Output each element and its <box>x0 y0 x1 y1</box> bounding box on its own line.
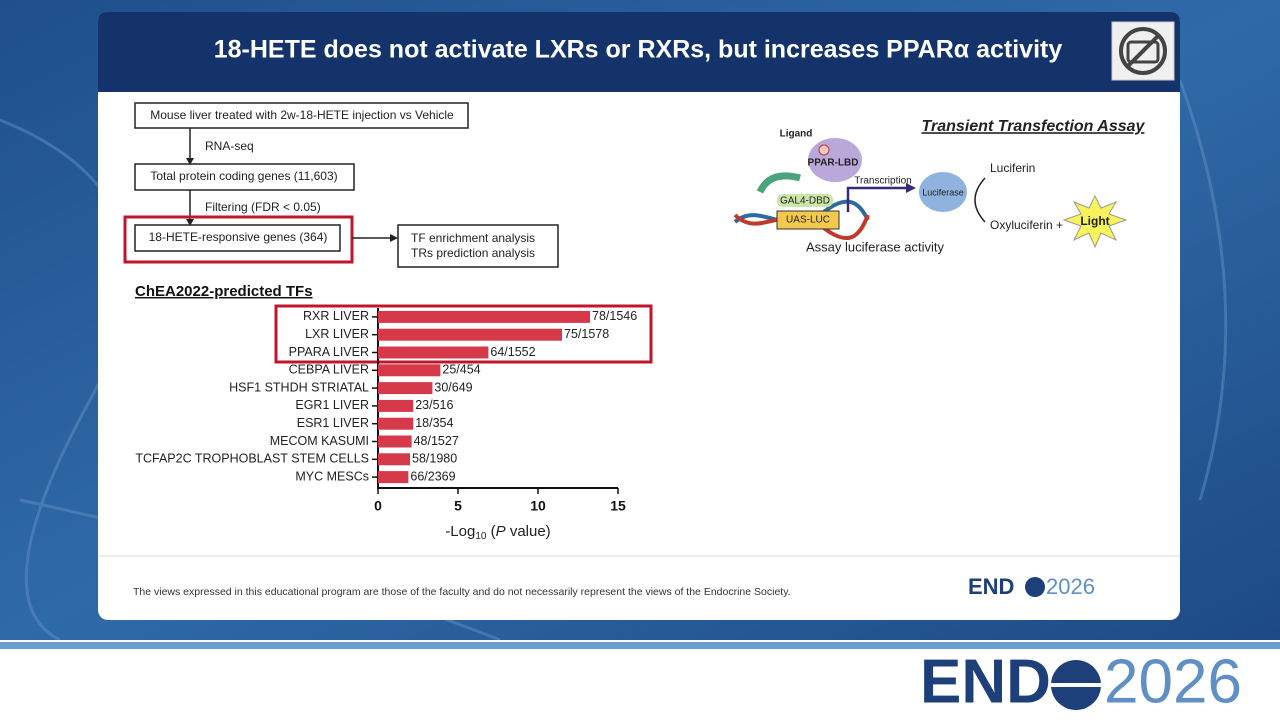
icon-slash <box>1125 33 1161 69</box>
x-label-part: value) <box>506 523 551 540</box>
overlap-label: 48/1527 <box>414 434 459 448</box>
flow-node: TF enrichment analysis <box>411 231 535 245</box>
y-tick-label: TCFAP2C TROPHOBLAST STEM CELLS <box>135 452 369 466</box>
overlap-label: 30/649 <box>434 380 472 394</box>
arrow-head <box>186 219 194 226</box>
light-burst <box>1062 194 1128 249</box>
flow-box <box>134 224 341 252</box>
bar <box>378 435 412 448</box>
y-tick-label: ESR1 LIVER <box>297 416 369 430</box>
overlap-label: 23/516 <box>415 398 453 412</box>
assay-caption: Assay luciferase activity <box>806 239 944 254</box>
bar <box>378 310 590 323</box>
overlap-label: 25/454 <box>442 363 480 377</box>
substrate-label: Luciferin <box>990 161 1035 175</box>
ligand-label: Ligand <box>780 129 813 140</box>
x-label-part: P <box>496 523 506 540</box>
disclaimer: The views expressed in this educational … <box>133 586 791 598</box>
chart-title: ChEA2022-predicted TFs <box>135 283 313 300</box>
enzyme-shape <box>919 172 967 212</box>
highlight-box <box>123 215 354 264</box>
bar <box>378 453 410 466</box>
footer-stripe <box>0 642 1280 649</box>
flow-edge-label: RNA-seq <box>205 139 254 153</box>
y-tick-label: EGR1 LIVER <box>295 398 369 412</box>
flow-node: Total protein coding genes (11,603) <box>150 169 337 183</box>
header <box>98 12 1180 92</box>
arrow-head <box>390 234 398 242</box>
highlight-box <box>274 304 653 364</box>
overlap-label: 66/2369 <box>410 469 455 483</box>
arrow-head <box>906 183 916 193</box>
y-tick-label: HSF1 STHDH STRIATAL <box>229 380 369 394</box>
bar <box>378 417 414 430</box>
dbd-shape <box>777 194 833 207</box>
overlap-label: 75/1578 <box>564 327 609 341</box>
transcription-arrow <box>846 186 908 212</box>
card <box>98 12 1180 620</box>
bar <box>378 382 433 395</box>
x-label-sub: 10 <box>475 531 487 542</box>
bar <box>378 471 409 484</box>
flow-box <box>397 224 559 268</box>
lbd-label: PPAR-LBD <box>808 158 859 169</box>
y-tick-label: LXR LIVER <box>305 327 369 341</box>
flow-node: 18-HETE-responsive genes (364) <box>149 230 328 244</box>
bar <box>378 346 489 359</box>
product-label: Oxyluciferin + <box>990 218 1063 232</box>
logo-right: 2026 <box>1046 574 1095 599</box>
icon-camera <box>1126 40 1160 64</box>
y-tick-label: CEBPA LIVER <box>289 363 369 377</box>
flow-edge-label: Filtering (FDR < 0.05) <box>205 200 321 214</box>
dbd-label: GAL4-DBD <box>780 196 830 207</box>
flow-box <box>134 163 355 191</box>
overlap-label: 64/1552 <box>490 345 535 359</box>
y-tick-label: MYC MESCs <box>295 469 369 483</box>
logo-mark <box>1025 577 1045 597</box>
flow-box <box>134 102 469 129</box>
y-tick-label: MECOM KASUMI <box>270 434 369 448</box>
x-axis-label: -Log10 (P value) <box>445 523 550 542</box>
reporter-label: UAS-LUC <box>786 215 830 226</box>
flow-node: Mouse liver treated with 2w-18-HETE inje… <box>150 108 454 122</box>
chart: 0 5 10 15 RXR LIVER 78/1546 LXR LIVER 75/1578 PP… <box>135 308 637 514</box>
overlap-label: 58/1980 <box>412 452 457 466</box>
x-tick-label: 10 <box>530 498 546 514</box>
y-tick-label: RXR LIVER <box>303 309 369 323</box>
ligand-dot <box>818 144 830 156</box>
enzyme-label: Luciferase <box>922 187 964 197</box>
flow-node: TRs prediction analysis <box>411 246 535 260</box>
dbd-arm <box>756 172 801 194</box>
slide-title: 18-HETE does not activate LXRs or RXRs, … <box>214 36 1063 64</box>
x-label-part: -Log <box>445 523 475 540</box>
assay-diagram: Transient Transfection Assay Ligand PPAR… <box>733 118 1146 254</box>
x-label-part: ( <box>486 523 495 540</box>
light-label: Light <box>1080 214 1109 228</box>
x-tick-label: 5 <box>454 498 462 514</box>
arrow-head <box>186 158 194 165</box>
transcription-label: Transcription <box>854 176 911 187</box>
footer-logo-right: 2026 <box>1104 647 1242 716</box>
overlap-label: 18/354 <box>415 416 453 430</box>
bar <box>378 399 414 412</box>
logo-left: END <box>968 574 1014 599</box>
reaction-arrow <box>974 177 986 223</box>
icon-ring <box>1119 27 1167 75</box>
bar <box>378 328 562 341</box>
x-tick-label: 0 <box>374 498 382 514</box>
y-tick-label: PPARA LIVER <box>289 345 369 359</box>
flowchart: Mouse liver treated with 2w-18-HETE inje… <box>123 102 559 268</box>
overlap-label: 78/1546 <box>592 309 637 323</box>
footer-logo-left: END <box>920 647 1051 716</box>
x-tick-label: 15 <box>610 498 626 514</box>
reporter-box <box>776 210 840 230</box>
bar <box>378 364 441 377</box>
assay-title: Transient Transfection Assay <box>922 118 1146 135</box>
